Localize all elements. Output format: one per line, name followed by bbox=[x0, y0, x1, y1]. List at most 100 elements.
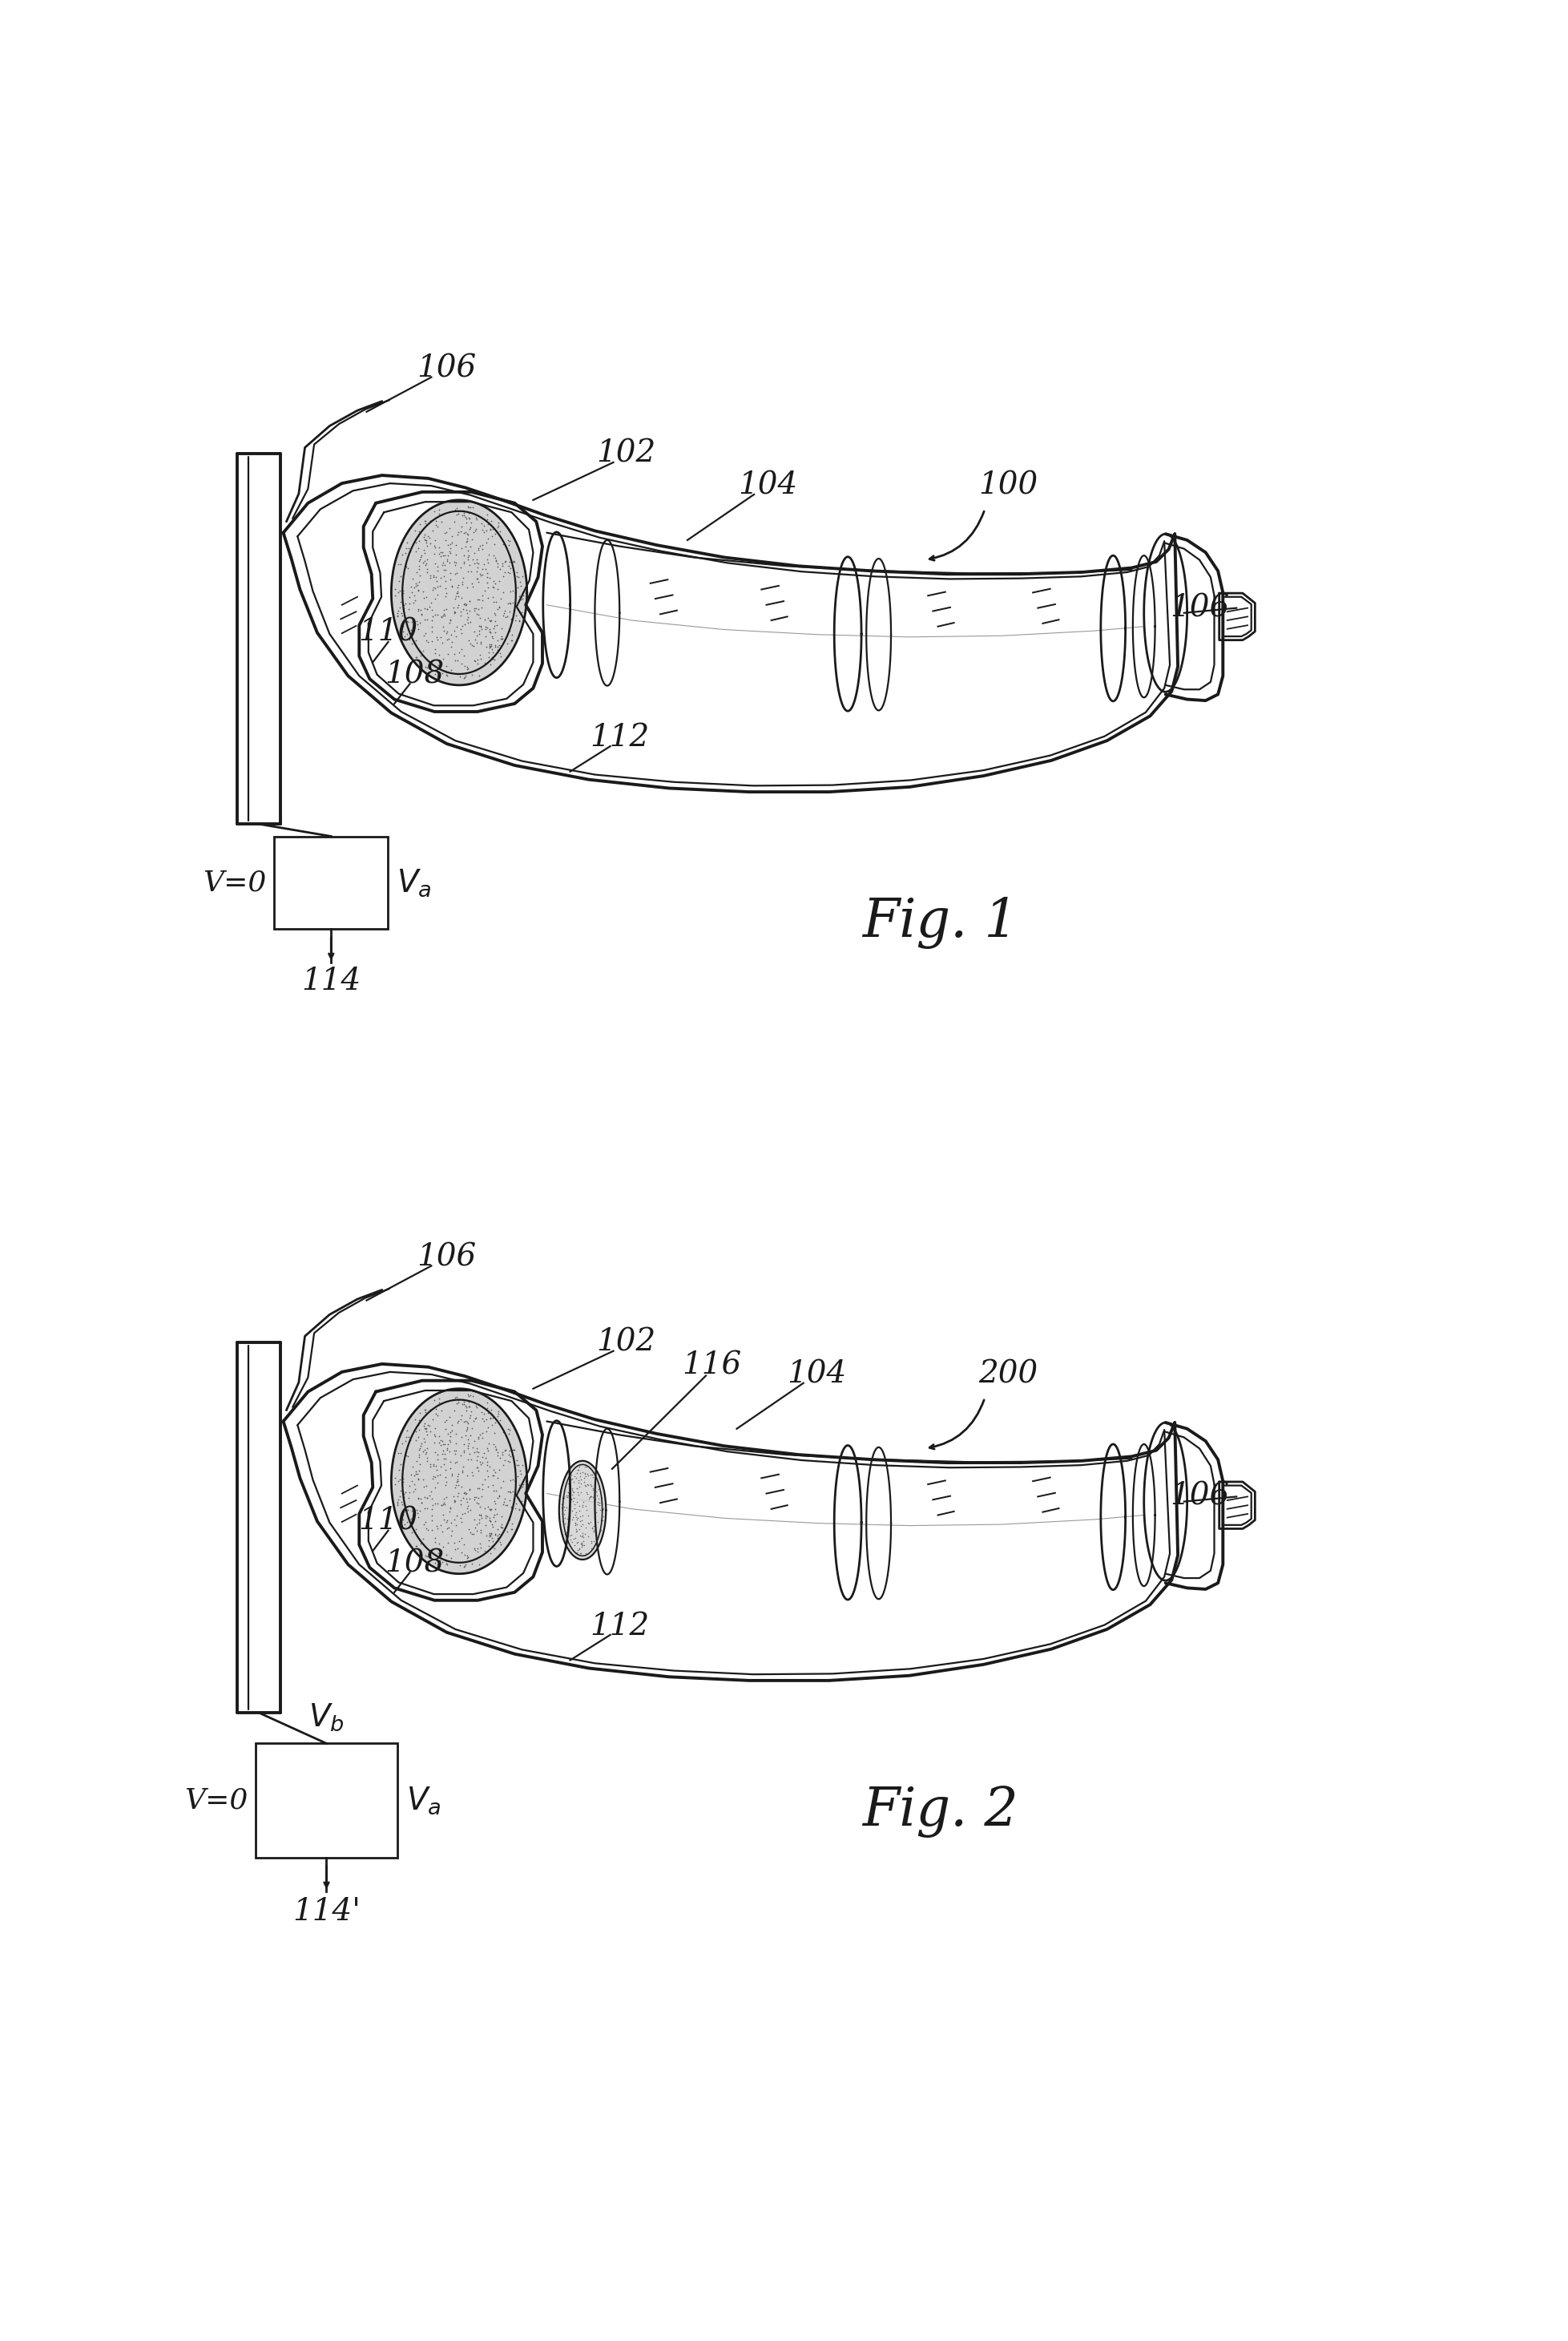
Point bbox=[444, 641, 469, 679]
Point bbox=[448, 1501, 474, 1538]
Point bbox=[398, 611, 423, 648]
Point bbox=[467, 606, 492, 644]
Point bbox=[387, 1477, 412, 1515]
Point bbox=[472, 1402, 497, 1440]
Point bbox=[447, 1522, 472, 1559]
Point bbox=[395, 550, 420, 588]
Point bbox=[389, 557, 414, 595]
Point bbox=[401, 1456, 426, 1494]
Point bbox=[442, 1482, 467, 1519]
Point bbox=[582, 1512, 607, 1550]
Point bbox=[478, 1491, 503, 1529]
Point bbox=[417, 1391, 442, 1428]
Point bbox=[467, 1489, 492, 1526]
Point bbox=[579, 1524, 604, 1561]
Point bbox=[464, 623, 489, 660]
Point bbox=[406, 1412, 431, 1449]
Point bbox=[566, 1461, 591, 1498]
Point bbox=[419, 583, 444, 620]
Point bbox=[586, 1512, 612, 1550]
Point bbox=[422, 1423, 447, 1461]
Point bbox=[500, 571, 525, 609]
Point bbox=[564, 1454, 590, 1491]
Point bbox=[477, 1400, 502, 1437]
Point bbox=[414, 1510, 439, 1547]
Point bbox=[442, 555, 467, 592]
Point bbox=[419, 1512, 444, 1550]
Point bbox=[580, 1512, 605, 1550]
Point bbox=[436, 634, 461, 672]
Point bbox=[390, 1463, 416, 1501]
Point bbox=[401, 569, 426, 606]
Point bbox=[450, 1386, 475, 1423]
Point bbox=[582, 1512, 607, 1550]
Point bbox=[475, 1426, 500, 1463]
Point bbox=[430, 1426, 455, 1463]
Point bbox=[577, 1477, 602, 1515]
Point bbox=[508, 1456, 533, 1494]
Point bbox=[488, 1524, 513, 1561]
Point bbox=[442, 592, 467, 630]
Point bbox=[431, 1440, 456, 1477]
Point bbox=[466, 597, 491, 634]
Point bbox=[564, 1501, 590, 1538]
Point bbox=[428, 1508, 453, 1545]
Point bbox=[392, 1487, 417, 1524]
Point bbox=[394, 1491, 419, 1529]
Point bbox=[480, 1519, 505, 1557]
Point bbox=[483, 627, 508, 665]
Point bbox=[392, 1475, 417, 1512]
Point bbox=[560, 1470, 585, 1508]
Point bbox=[572, 1454, 597, 1491]
Point bbox=[400, 602, 425, 639]
Point bbox=[452, 1426, 477, 1463]
Point bbox=[403, 1491, 428, 1529]
Point bbox=[464, 1529, 489, 1566]
Point bbox=[414, 1480, 439, 1517]
Point bbox=[448, 611, 474, 648]
Point bbox=[405, 606, 430, 644]
Point bbox=[481, 564, 506, 602]
Point bbox=[431, 1484, 456, 1522]
Point bbox=[386, 545, 411, 583]
Point bbox=[580, 1508, 605, 1545]
Point bbox=[419, 609, 444, 646]
Point bbox=[478, 517, 503, 555]
Point bbox=[414, 620, 439, 658]
Point bbox=[420, 513, 445, 550]
Point bbox=[430, 1423, 455, 1461]
Point bbox=[489, 609, 514, 646]
Point bbox=[497, 1437, 522, 1475]
Point bbox=[455, 651, 480, 688]
Point bbox=[452, 1547, 477, 1585]
Point bbox=[481, 1426, 506, 1463]
Point bbox=[459, 1456, 485, 1494]
Point bbox=[419, 590, 444, 627]
Point bbox=[422, 595, 447, 632]
Point bbox=[452, 1402, 477, 1440]
Point bbox=[437, 524, 463, 562]
Point bbox=[495, 1472, 521, 1510]
Point bbox=[434, 620, 459, 658]
Point bbox=[437, 1489, 463, 1526]
Point bbox=[502, 543, 527, 581]
Point bbox=[414, 1409, 439, 1447]
Point bbox=[425, 1463, 450, 1501]
Point bbox=[455, 531, 480, 569]
Point bbox=[563, 1510, 588, 1547]
Point bbox=[500, 1472, 525, 1510]
Point bbox=[390, 1475, 416, 1512]
Point bbox=[433, 1409, 458, 1447]
Point bbox=[463, 1531, 488, 1568]
Point bbox=[477, 630, 502, 667]
Text: 114: 114 bbox=[301, 967, 361, 997]
Point bbox=[463, 620, 488, 658]
Point bbox=[508, 564, 533, 602]
Text: 110: 110 bbox=[358, 1508, 417, 1536]
Point bbox=[472, 609, 497, 646]
Point bbox=[452, 1494, 477, 1531]
Point bbox=[401, 1501, 426, 1538]
Point bbox=[555, 1491, 580, 1529]
Point bbox=[495, 1409, 521, 1447]
Point bbox=[466, 613, 491, 651]
